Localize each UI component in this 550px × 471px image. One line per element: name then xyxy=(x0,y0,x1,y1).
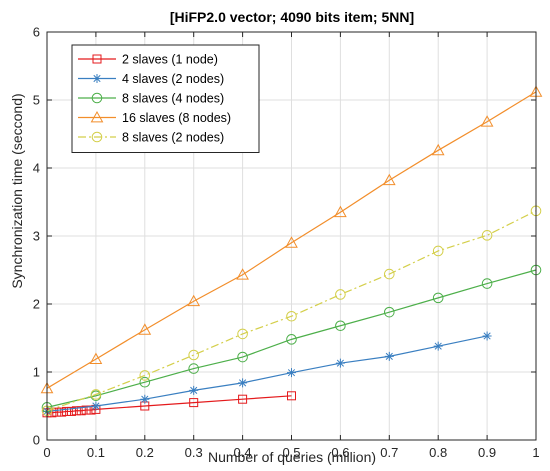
y-tick-label: 4 xyxy=(33,161,40,176)
data-point xyxy=(335,358,345,368)
data-point xyxy=(188,349,199,361)
data-point xyxy=(334,205,347,218)
data-point xyxy=(91,401,101,411)
legend-label: 16 slaves (8 nodes) xyxy=(122,111,231,125)
data-point xyxy=(52,407,62,417)
data-point xyxy=(140,394,150,404)
x-tick-label: 0.4 xyxy=(234,445,252,460)
data-point xyxy=(76,406,86,416)
x-tick-label: 0.6 xyxy=(331,445,349,460)
data-point xyxy=(189,398,199,408)
x-tick-label: 1 xyxy=(532,445,539,460)
data-point xyxy=(62,406,72,416)
data-point xyxy=(480,115,494,127)
data-point xyxy=(382,173,396,186)
chart-title: [HiFP2.0 vector; 4090 bits item; 5NN] xyxy=(170,9,414,25)
data-point xyxy=(433,341,443,351)
data-point xyxy=(432,292,444,304)
legend-item: 8 slaves (4 nodes) xyxy=(78,92,224,106)
x-tick-label: 0 xyxy=(43,445,50,460)
legend-label: 8 slaves (2 nodes) xyxy=(122,131,224,145)
series-line xyxy=(46,91,537,389)
legend-item: 8 slaves (2 nodes) xyxy=(78,131,224,145)
data-point xyxy=(238,378,248,388)
data-point xyxy=(481,230,493,241)
legend-box xyxy=(71,44,260,153)
data-point xyxy=(432,245,444,257)
data-point xyxy=(189,385,199,395)
y-tick-label: 2 xyxy=(33,297,40,312)
series-line xyxy=(46,269,537,408)
data-point xyxy=(188,363,199,374)
x-tick-label: 0.9 xyxy=(478,445,496,460)
data-point xyxy=(139,370,151,381)
y-tick-label: 1 xyxy=(33,365,40,380)
legend-label: 8 slaves (4 nodes) xyxy=(122,92,224,106)
data-point xyxy=(384,351,394,361)
data-point xyxy=(238,394,248,404)
data-point xyxy=(90,389,102,400)
legend-item: 4 slaves (2 nodes) xyxy=(78,72,224,86)
data-point xyxy=(335,320,346,332)
data-point xyxy=(66,406,76,416)
data-point xyxy=(237,351,248,363)
data-point xyxy=(481,278,493,289)
legend-marker xyxy=(92,74,102,83)
data-point xyxy=(139,376,151,388)
legend-marker xyxy=(91,131,103,143)
y-axis-ticks: 0 1 2 3 4 5 6 xyxy=(33,25,536,448)
x-tick-label: 0.3 xyxy=(185,445,203,460)
x-axis-label: Number of queries (million) xyxy=(208,449,376,465)
data-point xyxy=(187,294,201,307)
x-axis-ticks: 0 0.1 0.2 0.3 0.4 0.5 0.6 0.7 0.8 0.9 1 xyxy=(43,32,540,460)
data-point xyxy=(57,407,67,417)
series-2 xyxy=(42,331,492,416)
legend-label: 2 slaves (1 node) xyxy=(122,53,218,67)
data-point xyxy=(384,306,395,318)
data-point xyxy=(384,268,395,280)
data-point xyxy=(237,328,248,340)
series-line xyxy=(47,395,292,414)
legend-marker xyxy=(90,110,104,123)
data-point xyxy=(138,323,152,335)
legend-item: 2 slaves (1 node) xyxy=(78,53,218,67)
x-tick-label: 0.1 xyxy=(87,445,105,460)
series-line xyxy=(46,210,537,412)
data-point xyxy=(89,352,103,364)
data-point xyxy=(287,391,296,401)
y-axis-label: Synchronization time (seccond) xyxy=(9,93,25,288)
legend-item: 16 slaves (8 nodes) xyxy=(78,110,231,125)
legend-marker xyxy=(91,92,103,104)
series-3 xyxy=(41,264,542,413)
legend: 2 slaves (1 node) 4 slaves (2 nodes) 8 sla… xyxy=(71,44,260,153)
data-point xyxy=(286,310,297,322)
data-point xyxy=(285,236,298,248)
x-tick-label: 0.5 xyxy=(282,445,300,460)
y-tick-label: 6 xyxy=(33,25,40,40)
data-point xyxy=(431,143,445,156)
legend-marker xyxy=(92,54,102,64)
data-point xyxy=(482,331,492,341)
data-point xyxy=(286,334,297,345)
legend-label: 4 slaves (2 nodes) xyxy=(122,72,224,86)
x-tick-label: 0.7 xyxy=(380,445,398,460)
data-point xyxy=(81,405,91,415)
x-tick-label: 0.8 xyxy=(429,445,447,460)
y-tick-label: 5 xyxy=(33,93,40,108)
data-point xyxy=(335,289,346,300)
x-tick-label: 0.2 xyxy=(136,445,154,460)
data-point xyxy=(71,406,81,416)
series-line xyxy=(46,335,488,413)
series-5 xyxy=(41,205,542,417)
data-point xyxy=(236,268,249,280)
y-tick-label: 0 xyxy=(33,433,40,448)
data-point xyxy=(287,368,296,378)
y-tick-label: 3 xyxy=(33,229,40,244)
